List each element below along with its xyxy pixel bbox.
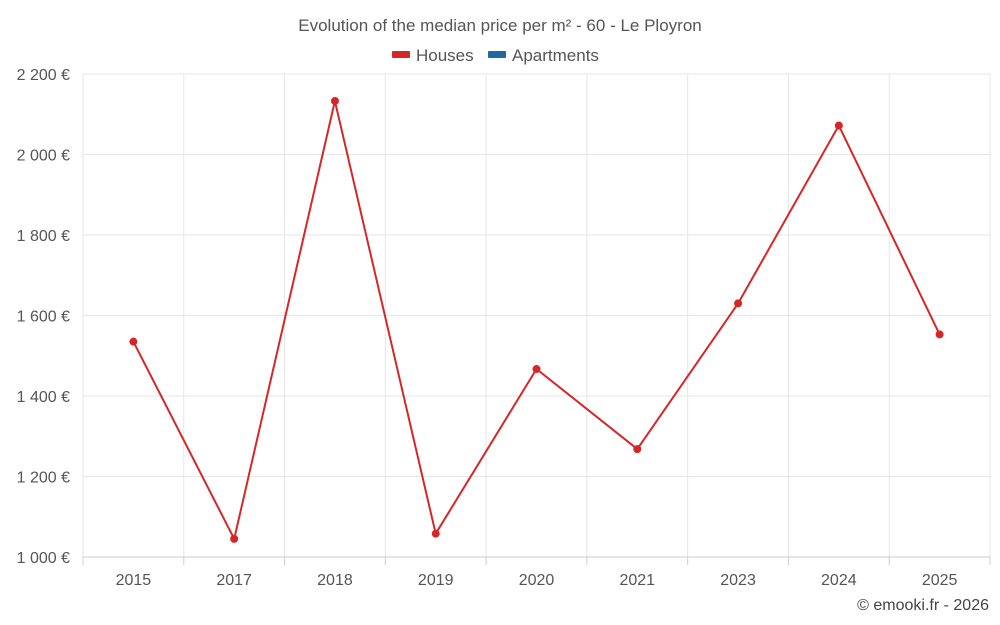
data-point-houses-2017[interactable] — [230, 534, 239, 543]
legend-item-apartments[interactable]: Apartments — [488, 46, 599, 65]
x-tick-label: 2024 — [821, 572, 857, 589]
x-tick-label: 2018 — [317, 572, 353, 589]
series-layer — [129, 96, 944, 543]
x-tick-label: 2021 — [619, 572, 655, 589]
x-tick-label: 2023 — [720, 572, 756, 589]
y-tick-label: 2 200 € — [17, 67, 70, 84]
legend-swatch-houses — [392, 51, 410, 58]
x-tick-label: 2025 — [922, 572, 958, 589]
y-tick-label: 1 400 € — [17, 389, 70, 406]
chart-title: Evolution of the median price per m² - 6… — [298, 16, 701, 35]
data-point-houses-2025[interactable] — [935, 330, 944, 339]
x-axis: 2015 2017 2018 2019 2020 2021 2023 2024 2025 — [82, 556, 991, 589]
x-tick-label: 2019 — [418, 572, 454, 589]
legend: Houses Apartments — [392, 46, 599, 65]
legend-swatch-apartments — [488, 51, 506, 58]
y-tick-label: 1 800 € — [17, 228, 70, 245]
y-tick-label: 1 000 € — [17, 550, 70, 567]
data-point-houses-2021[interactable] — [633, 445, 642, 454]
series-line-houses — [132, 100, 941, 540]
data-point-houses-2019[interactable] — [431, 529, 440, 538]
y-tick-label: 1 600 € — [17, 309, 70, 326]
legend-item-houses[interactable]: Houses — [392, 46, 474, 65]
legend-label-houses: Houses — [416, 46, 474, 65]
data-point-houses-2020[interactable] — [532, 365, 541, 374]
x-tick-label: 2020 — [519, 572, 555, 589]
data-point-houses-2018[interactable] — [330, 96, 339, 105]
grid — [82, 73, 991, 557]
y-tick-label: 1 200 € — [17, 470, 70, 487]
x-tick-label: 2017 — [216, 572, 252, 589]
y-tick-label: 2 000 € — [17, 148, 70, 165]
data-point-houses-2023[interactable] — [734, 299, 743, 308]
data-point-houses-2015[interactable] — [129, 337, 138, 346]
data-point-houses-2024[interactable] — [834, 121, 843, 130]
credit-text: © emooki.fr - 2026 — [857, 597, 989, 614]
y-axis: 1 000 € 1 200 € 1 400 € 1 600 € 1 800 € 2 000… — [17, 67, 70, 567]
legend-label-apartments: Apartments — [512, 46, 599, 65]
x-tick-label: 2015 — [116, 572, 152, 589]
